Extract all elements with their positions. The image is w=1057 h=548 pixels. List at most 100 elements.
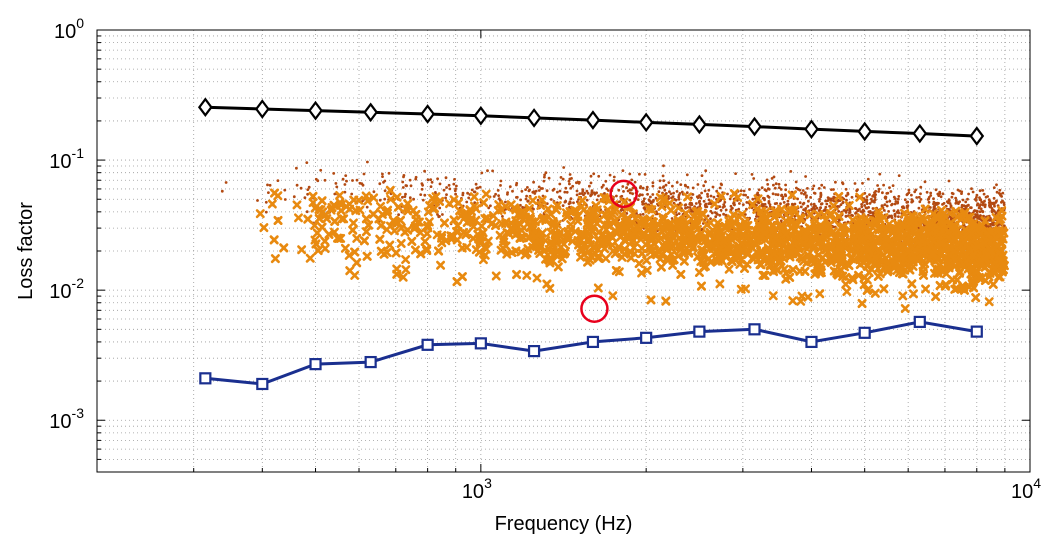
loss-cross: [917, 212, 927, 222]
loss-cross: [474, 247, 484, 257]
loss-dot: [774, 182, 778, 186]
loss-dot: [907, 188, 911, 192]
loss-dot: [709, 217, 712, 221]
loss-cross: [477, 221, 487, 231]
loss-cross: [759, 228, 769, 238]
loss-cross: [785, 213, 795, 223]
loss-cross: [379, 249, 389, 259]
loss-dot: [345, 179, 348, 183]
loss-cross: [742, 232, 752, 242]
loss-cross: [805, 209, 815, 219]
loss-dot: [883, 203, 887, 207]
loss-dot: [942, 202, 946, 205]
loss-dot: [292, 195, 296, 199]
loss-cross: [685, 232, 695, 242]
loss-dot: [779, 188, 783, 191]
loss-cross: [588, 226, 598, 236]
loss-dot: [870, 197, 873, 201]
cross-series: [255, 185, 1009, 314]
x-axis-label: Frequency (Hz): [495, 513, 633, 535]
loss-dot: [372, 190, 376, 194]
loss-dot: [575, 193, 579, 197]
loss-cross: [900, 208, 910, 218]
loss-cross: [787, 190, 797, 200]
loss-dot: [662, 179, 666, 183]
loss-dot: [865, 198, 869, 202]
loss-dot: [818, 199, 821, 203]
loss-cross: [507, 247, 517, 257]
loss-dot: [575, 181, 578, 185]
loss-cross: [838, 253, 848, 263]
loss-cross: [761, 207, 771, 217]
loss-dot: [381, 172, 384, 176]
loss-dot: [472, 190, 476, 194]
loss-dot: [589, 181, 593, 185]
loss-cross: [468, 233, 478, 243]
loss-dot: [961, 198, 965, 202]
diamond-marker: [254, 99, 270, 119]
loss-dot: [960, 190, 964, 194]
loss-dot: [603, 192, 606, 195]
loss-dot: [319, 168, 323, 172]
loss-dot: [820, 183, 824, 187]
loss-dot: [812, 202, 816, 206]
loss-dot: [306, 192, 309, 196]
loss-dot: [658, 186, 662, 190]
loss-cross: [898, 291, 908, 301]
loss-dot: [499, 179, 503, 183]
loss-dot: [675, 181, 679, 184]
loss-dot: [950, 195, 954, 199]
loss-cross: [270, 188, 280, 198]
loss-cross: [420, 237, 430, 247]
loss-cross: [603, 220, 613, 230]
loss-dot: [467, 196, 471, 200]
loss-cross: [834, 211, 844, 221]
loss-cross: [646, 295, 656, 305]
loss-dot: [434, 191, 437, 194]
loss-dot: [615, 194, 618, 198]
loss-dot: [938, 190, 942, 194]
loss-dot: [690, 203, 694, 207]
loss-cross: [601, 253, 611, 263]
loss-dot: [542, 179, 546, 183]
loss-cross: [949, 234, 959, 244]
loss-cross: [998, 259, 1008, 269]
loss-cross: [363, 196, 373, 206]
loss-cross: [879, 284, 889, 294]
loss-cross: [592, 218, 602, 228]
loss-cross: [704, 238, 714, 248]
loss-cross: [324, 229, 334, 239]
loss-cross: [359, 236, 369, 246]
diamond-marker: [585, 110, 601, 130]
loss-cross: [590, 243, 600, 253]
loss-dot: [932, 205, 936, 209]
loss-dot: [307, 185, 311, 189]
loss-dot: [820, 202, 824, 206]
loss-dot: [992, 186, 996, 190]
loss-dot: [476, 186, 480, 190]
loss-dot: [806, 204, 810, 208]
loss-cross: [349, 195, 359, 205]
loss-cross: [403, 225, 413, 235]
loss-dot: [891, 184, 895, 188]
loss-dot: [886, 216, 890, 219]
loss-dot: [470, 188, 474, 192]
loss-dot: [855, 189, 859, 193]
loss-dot: [429, 178, 433, 182]
loss-dot: [593, 192, 597, 196]
loss-dot: [750, 173, 754, 176]
loss-dot: [642, 197, 646, 201]
loss-cross: [563, 226, 573, 236]
loss-dot: [543, 173, 546, 177]
loss-cross: [463, 211, 473, 221]
loss-cross: [617, 224, 627, 234]
loss-dot: [774, 193, 778, 196]
loss-cross: [480, 250, 490, 260]
loss-dot: [628, 198, 632, 202]
loss-dot: [974, 213, 977, 216]
loss-dot: [267, 191, 270, 195]
loss-cross: [838, 226, 848, 236]
loss-cross: [537, 195, 547, 205]
loss-cross: [537, 214, 547, 224]
highlight-circle: [580, 294, 609, 323]
